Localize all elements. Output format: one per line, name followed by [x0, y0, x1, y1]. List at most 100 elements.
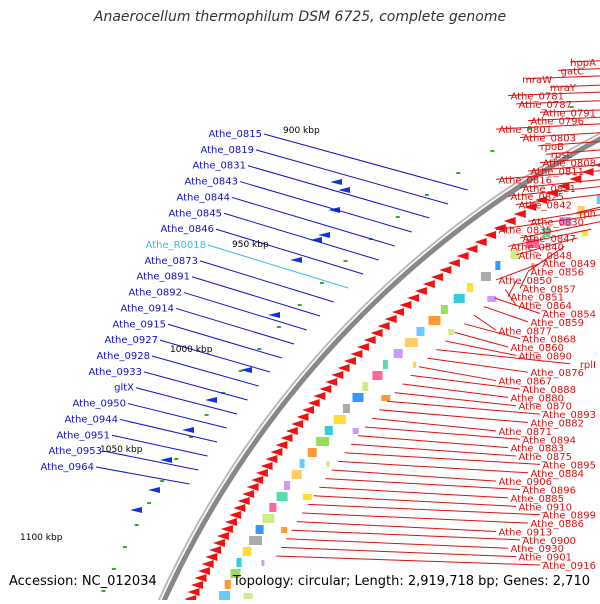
leader-line-right — [473, 314, 497, 331]
gene-label-right: Athe_0808 — [542, 159, 596, 170]
tick-dot — [174, 458, 179, 460]
gene-label-right: Athe_0880 — [510, 393, 564, 404]
tick-dot — [204, 414, 209, 416]
gene-label-right: Athe_0883 — [510, 444, 564, 455]
leader-line-right — [436, 349, 571, 365]
leader-line-right — [519, 221, 600, 239]
gene-label-left: Athe_0944 — [64, 414, 118, 425]
gene-label-right: Athe_0886 — [530, 519, 584, 530]
cds-block — [224, 580, 231, 589]
forward-arrow — [265, 455, 278, 463]
gene-label-right: Athe_0830 — [530, 217, 584, 228]
forward-arrow — [296, 413, 309, 421]
leader-line-right — [545, 149, 600, 155]
leader-line-right — [519, 271, 529, 289]
cds-block — [262, 514, 275, 523]
gene-label-right: Athe_0930 — [510, 544, 564, 555]
leader-line-left — [255, 149, 449, 205]
forward-arrow — [337, 364, 350, 372]
tick-dot — [122, 546, 127, 548]
leader-line-right — [394, 392, 517, 407]
reverse-arrow — [148, 487, 160, 493]
cds-block — [495, 261, 501, 270]
leader-line-left — [247, 165, 430, 219]
cds-block — [416, 327, 425, 336]
cds-block — [352, 393, 364, 402]
gene-label-left: Athe_0831 — [192, 161, 246, 172]
gene-label-right: Athe_0851 — [510, 293, 564, 304]
cds-block — [316, 437, 330, 446]
leader-line-right — [319, 486, 509, 499]
reverse-arrow — [130, 507, 142, 513]
tick-dot — [490, 150, 495, 152]
leader-line-right — [276, 555, 541, 566]
tick-dot — [147, 502, 152, 504]
forward-arrow — [212, 539, 225, 547]
leader-line-right — [527, 164, 600, 172]
gene-label-right: gatC — [561, 66, 584, 77]
gene-label-right: Athe_0876 — [530, 368, 584, 379]
cds-block — [577, 206, 585, 215]
gene-label-left: Athe_0951 — [56, 430, 110, 441]
cds-block — [596, 195, 600, 204]
leader-line-right — [281, 546, 517, 558]
leader-line-left — [223, 212, 379, 261]
leader-line-right — [454, 331, 509, 348]
forward-arrow — [447, 259, 460, 267]
leader-line-right — [507, 280, 517, 297]
forward-arrow — [184, 595, 197, 603]
gene-label-right: Athe_0847 — [522, 234, 576, 245]
tick-dot — [569, 106, 574, 108]
leader-line-right — [302, 512, 529, 524]
forward-arrow — [224, 518, 237, 526]
forward-arrow — [251, 476, 264, 484]
gene-label-right: mraY — [550, 83, 577, 94]
backbone-circle — [159, 136, 600, 604]
cds-block — [236, 558, 242, 567]
cds-block — [307, 448, 317, 457]
leader-line-left — [103, 450, 199, 471]
cds-block — [276, 492, 288, 501]
gene-label-right: Athe_0893 — [542, 410, 596, 421]
leader-line-right — [495, 170, 600, 180]
gene-label-left: Athe_0950 — [72, 399, 126, 410]
forward-arrow — [513, 210, 526, 218]
cds-block — [581, 230, 588, 236]
forward-arrow — [285, 427, 298, 435]
cds-block — [559, 217, 572, 226]
cds-block — [243, 593, 253, 599]
forward-arrow — [275, 441, 288, 449]
gene-label-left: Athe_0815 — [208, 129, 262, 140]
gene-label-right: Athe_0916 — [542, 561, 596, 572]
gene-label-right: Athe_0894 — [522, 435, 576, 446]
leader-line-right — [483, 306, 529, 323]
leader-line-left — [183, 292, 307, 331]
gene-label-left: Athe_0845 — [168, 208, 222, 219]
cds-block — [302, 494, 312, 500]
leader-line-right — [519, 179, 600, 189]
forward-arrow — [291, 420, 304, 428]
gene-label-left: Athe_0953 — [48, 446, 102, 457]
leader-line-right — [386, 400, 541, 415]
gene-label-right: Athe_0896 — [522, 486, 576, 497]
gene-label-left: Athe_0915 — [112, 319, 166, 330]
leader-line-left — [215, 228, 364, 275]
gene-label-left: Athe_0846 — [160, 224, 214, 235]
kbp-tick-label: 900 kbp — [283, 126, 320, 136]
forward-arrow — [331, 371, 344, 379]
backbone-shadow — [156, 132, 600, 604]
tick-dot — [188, 436, 193, 438]
cds-block — [269, 503, 277, 512]
accession-text: Accession: NC_012034 — [9, 574, 157, 589]
gene-label-left: gltX — [114, 383, 134, 394]
cds-block — [404, 338, 418, 347]
gene-label-right: Athe_0900 — [522, 536, 576, 547]
cds-block — [413, 362, 417, 368]
cds-block — [281, 527, 288, 533]
gene-label-left: Athe_0927 — [104, 335, 158, 346]
gene-label-right: Athe_0811 — [530, 167, 584, 178]
gene-label-right: Athe_0803 — [522, 133, 576, 144]
gene-label-right: Athe_0906 — [498, 477, 552, 488]
forward-arrow — [350, 350, 363, 358]
